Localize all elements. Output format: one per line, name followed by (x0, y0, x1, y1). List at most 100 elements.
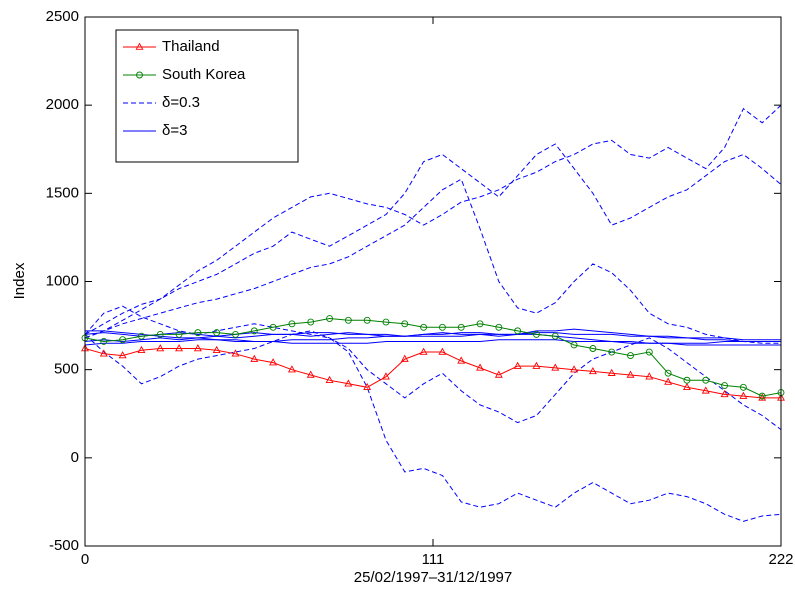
legend-box (115, 29, 299, 163)
marker (269, 358, 278, 366)
marker (476, 363, 484, 371)
marker (551, 363, 560, 371)
marker (607, 368, 616, 376)
y-tick-label: 1500 (46, 184, 79, 201)
marker (438, 323, 446, 331)
legend-label: South Korea (162, 66, 246, 83)
y-tick-label: -500 (49, 537, 79, 554)
marker (570, 365, 579, 373)
y-tick-label: 2000 (46, 96, 79, 113)
marker (457, 356, 466, 364)
marker (758, 393, 767, 401)
marker (250, 354, 259, 362)
marker (401, 320, 409, 328)
marker (645, 372, 654, 380)
x-axis-label: 25/02/1997–31/12/1997 (354, 569, 513, 586)
marker (137, 332, 145, 340)
y-tick-label: 0 (71, 449, 79, 466)
marker (626, 370, 635, 378)
marker (156, 344, 165, 352)
marker (193, 344, 202, 352)
marker (99, 349, 108, 357)
series-line (84, 104, 782, 335)
x-tick-label: 111 (422, 551, 445, 568)
series-line (84, 332, 781, 346)
marker (739, 383, 747, 391)
legend-label: δ=0.3 (162, 94, 200, 111)
y-axis-label: Index (11, 262, 28, 299)
marker (136, 71, 143, 79)
marker (702, 376, 710, 384)
marker (514, 327, 522, 335)
marker (532, 361, 541, 369)
series-line (84, 328, 781, 343)
series-line (84, 178, 781, 344)
marker (137, 345, 146, 354)
marker (551, 332, 559, 340)
marker (494, 370, 503, 378)
series-line (84, 330, 782, 430)
y-tick-label: 500 (54, 361, 79, 378)
marker (175, 344, 184, 352)
marker (212, 345, 221, 354)
marker (400, 354, 409, 362)
marker (701, 386, 710, 394)
y-tick-label: 1000 (46, 272, 79, 289)
marker (739, 391, 748, 399)
marker (325, 375, 334, 383)
marker (231, 349, 240, 357)
x-tick-label: 222 (768, 551, 793, 568)
marker (513, 361, 522, 369)
marker (419, 347, 428, 355)
legend: Thailand South Korea δ=0.3 δ=3 (115, 29, 299, 163)
marker (287, 365, 296, 373)
marker (269, 323, 277, 331)
marker (589, 345, 597, 352)
legend-label: δ=3 (162, 122, 187, 139)
marker (476, 320, 484, 328)
series-line (84, 348, 781, 399)
marker (627, 352, 634, 360)
marker (363, 382, 372, 391)
marker (664, 369, 672, 377)
marker (135, 42, 144, 50)
marker (232, 330, 239, 338)
marker (344, 316, 352, 324)
marker (307, 318, 315, 326)
x-tick-label: 0 (81, 551, 89, 568)
series-line (85, 330, 781, 344)
marker (721, 382, 729, 389)
marker (683, 376, 691, 384)
marker (194, 329, 202, 337)
marker (100, 338, 108, 345)
series-line (84, 143, 782, 339)
marker (363, 316, 371, 324)
marker (570, 341, 578, 349)
marker (118, 351, 127, 359)
marker (664, 377, 673, 385)
marker (382, 318, 390, 326)
marker (175, 330, 183, 338)
marker (288, 320, 296, 328)
marker (608, 348, 616, 356)
marker (420, 323, 428, 331)
marker (213, 329, 221, 337)
marker (457, 323, 465, 331)
marker (533, 330, 540, 338)
marker (306, 370, 315, 378)
plot-area (81, 104, 785, 522)
marker (250, 327, 258, 335)
marker (758, 392, 766, 400)
marker (119, 336, 127, 344)
marker (588, 366, 597, 375)
marker (438, 347, 447, 355)
legend-label: Thailand (162, 38, 220, 55)
y-tick-label: 2500 (46, 8, 79, 25)
marker (720, 389, 729, 398)
marker (382, 372, 390, 380)
marker (682, 382, 691, 391)
marker (326, 315, 333, 322)
marker (344, 379, 353, 387)
marker (156, 330, 164, 338)
